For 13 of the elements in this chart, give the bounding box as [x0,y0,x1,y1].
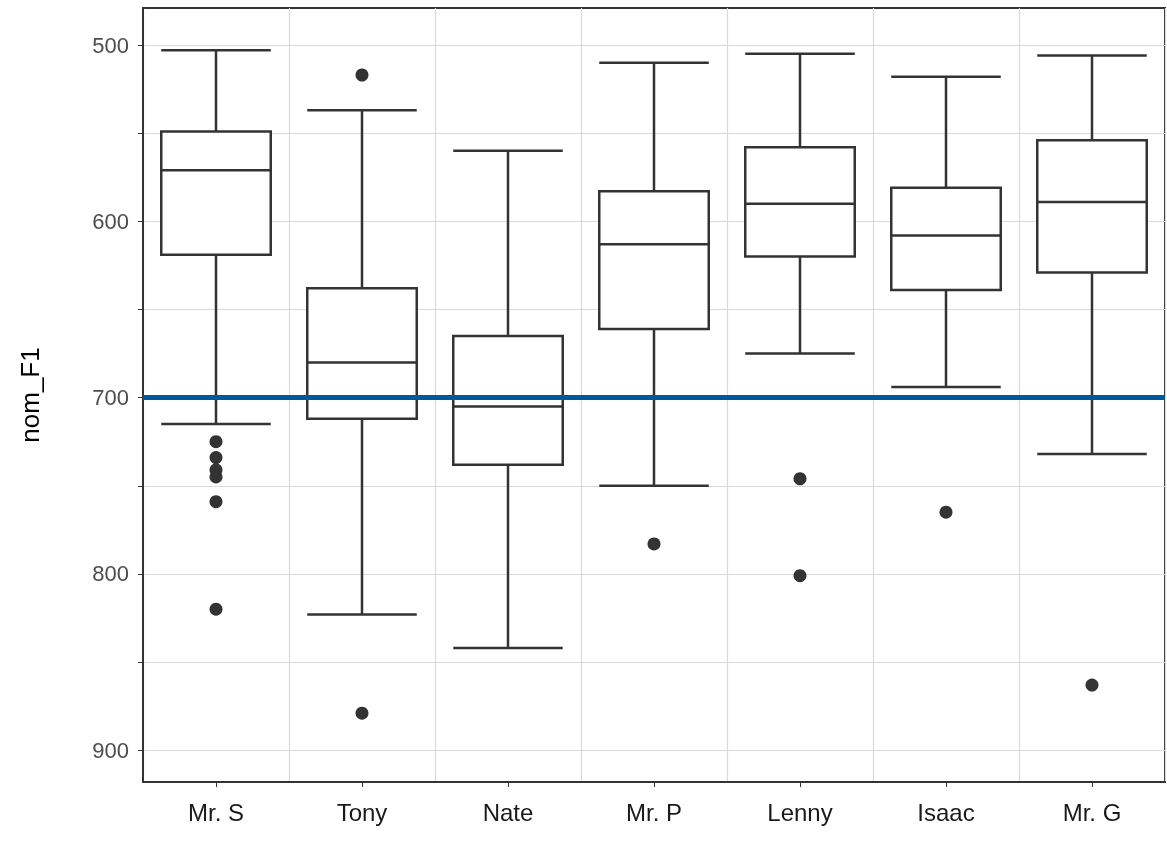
y-tick-label: 900 [92,737,129,763]
x-tick-label: Mr. G [1062,798,1122,826]
y-tick-label: 700 [92,385,129,411]
x-tick-label: Isaac [917,798,975,826]
x-tick-label: Tony [336,798,388,826]
y-tick-label: 600 [92,208,129,234]
x-tick-label: Mr. S [187,798,245,826]
x-tick-label: Nate [482,798,534,826]
y-axis-title: nom_F1 [15,347,45,443]
x-tick-label: Mr. P [625,798,683,826]
y-tick-label: 500 [92,32,129,58]
x-tick-label: Lenny [767,798,833,826]
y-tick-label: 800 [92,561,129,587]
